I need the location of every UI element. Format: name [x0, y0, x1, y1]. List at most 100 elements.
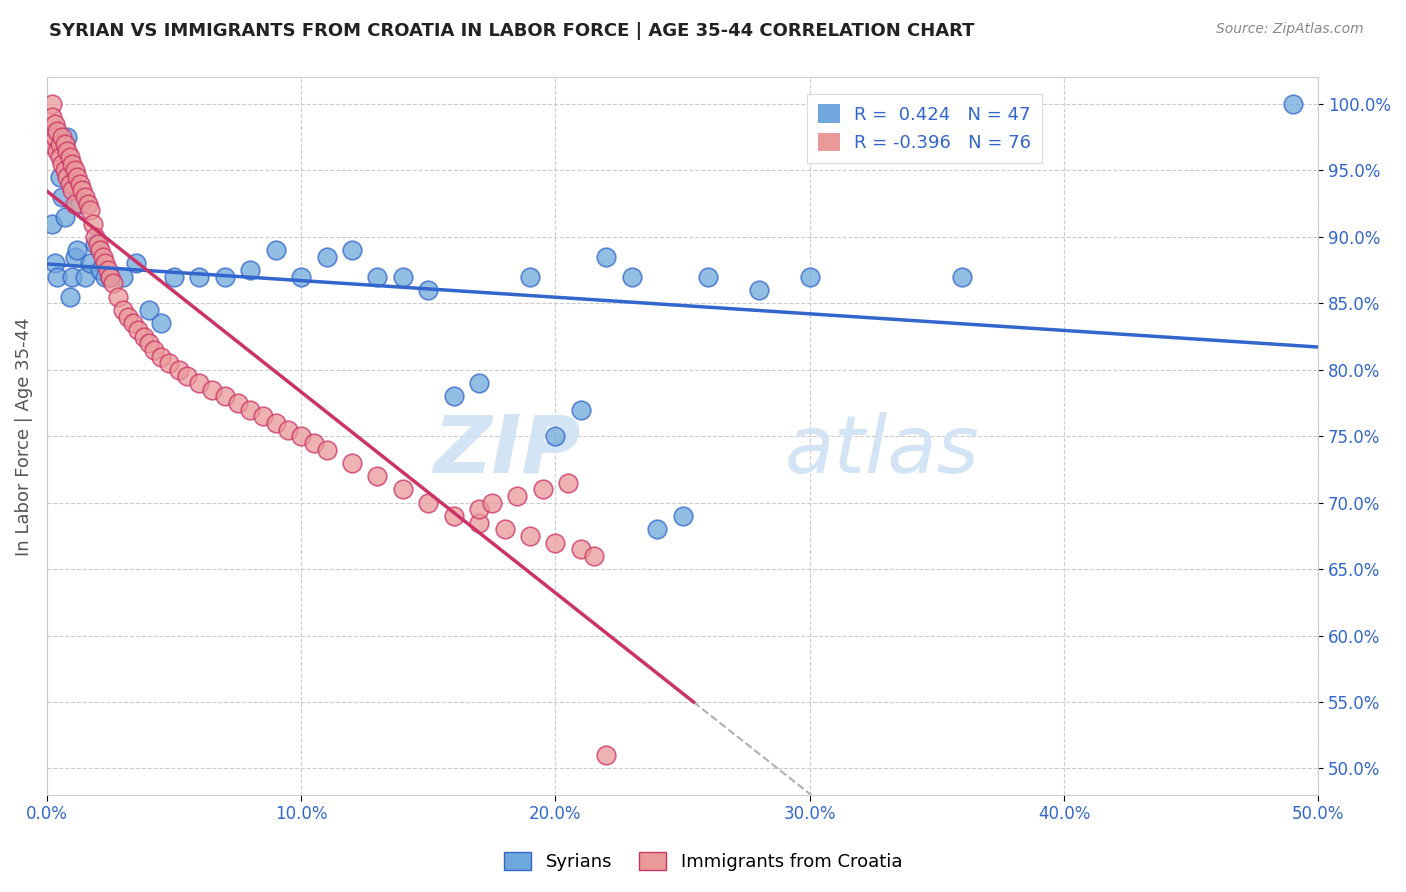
- Point: [418, 283, 440, 297]
- Point: [150, 350, 173, 364]
- Point: [100, 269, 122, 284]
- Point: [264, 243, 287, 257]
- Point: [188, 269, 211, 284]
- Point: [56, 130, 79, 145]
- Point: [101, 277, 124, 291]
- Point: [519, 529, 541, 543]
- Point: [112, 303, 135, 318]
- Point: [443, 508, 465, 523]
- Point: [645, 522, 668, 536]
- Point: [94, 256, 117, 270]
- Point: [127, 323, 149, 337]
- Text: SYRIAN VS IMMIGRANTS FROM CROATIA IN LABOR FORCE | AGE 35-44 CORRELATION CHART: SYRIAN VS IMMIGRANTS FROM CROATIA IN LAB…: [49, 22, 974, 40]
- Point: [799, 269, 821, 284]
- Point: [84, 230, 107, 244]
- Point: [163, 269, 186, 284]
- Point: [60, 157, 83, 171]
- Point: [138, 336, 160, 351]
- Point: [100, 269, 122, 284]
- Point: [91, 250, 114, 264]
- Point: [51, 130, 73, 145]
- Text: Source: ZipAtlas.com: Source: ZipAtlas.com: [1216, 22, 1364, 37]
- Point: [252, 409, 274, 424]
- Point: [671, 508, 693, 523]
- Point: [63, 163, 86, 178]
- Point: [214, 269, 236, 284]
- Text: ZIP: ZIP: [433, 411, 581, 490]
- Point: [59, 177, 82, 191]
- Point: [122, 316, 145, 330]
- Point: [494, 522, 516, 536]
- Point: [366, 269, 388, 284]
- Point: [264, 416, 287, 430]
- Point: [167, 363, 190, 377]
- Point: [69, 196, 91, 211]
- Point: [468, 516, 491, 530]
- Point: [595, 250, 617, 264]
- Point: [340, 456, 363, 470]
- Point: [138, 303, 160, 318]
- Point: [87, 236, 110, 251]
- Point: [97, 263, 120, 277]
- Point: [48, 150, 70, 164]
- Point: [56, 170, 79, 185]
- Point: [59, 290, 82, 304]
- Point: [48, 136, 70, 151]
- Point: [107, 290, 129, 304]
- Point: [60, 183, 83, 197]
- Point: [94, 269, 117, 284]
- Point: [531, 483, 554, 497]
- Point: [48, 170, 70, 185]
- Point: [41, 217, 63, 231]
- Point: [418, 496, 440, 510]
- Point: [132, 329, 155, 343]
- Point: [69, 177, 91, 191]
- Point: [315, 442, 337, 457]
- Point: [290, 269, 312, 284]
- Point: [89, 243, 111, 257]
- Point: [595, 748, 617, 763]
- Point: [53, 136, 76, 151]
- Point: [188, 376, 211, 390]
- Point: [125, 256, 148, 270]
- Point: [176, 369, 198, 384]
- Point: [569, 402, 592, 417]
- Point: [38, 136, 60, 151]
- Point: [557, 475, 579, 490]
- Point: [481, 496, 503, 510]
- Point: [468, 376, 491, 390]
- Point: [392, 483, 415, 497]
- Point: [201, 383, 224, 397]
- Point: [66, 170, 89, 185]
- Point: [239, 402, 262, 417]
- Point: [73, 269, 96, 284]
- Point: [569, 542, 592, 557]
- Point: [56, 144, 79, 158]
- Point: [544, 429, 567, 443]
- Point: [468, 502, 491, 516]
- Point: [76, 196, 98, 211]
- Point: [46, 269, 69, 284]
- Point: [315, 250, 337, 264]
- Point: [73, 190, 96, 204]
- Point: [51, 157, 73, 171]
- Point: [519, 269, 541, 284]
- Point: [142, 343, 165, 357]
- Point: [506, 489, 529, 503]
- Point: [620, 269, 643, 284]
- Point: [157, 356, 180, 370]
- Point: [697, 269, 720, 284]
- Point: [63, 196, 86, 211]
- Point: [59, 150, 82, 164]
- Point: [302, 436, 325, 450]
- Point: [748, 283, 770, 297]
- Point: [41, 97, 63, 112]
- Point: [44, 130, 66, 145]
- Point: [366, 469, 388, 483]
- Point: [79, 256, 101, 270]
- Point: [72, 183, 94, 197]
- Point: [443, 389, 465, 403]
- Point: [41, 111, 63, 125]
- Point: [46, 123, 69, 137]
- Point: [226, 396, 249, 410]
